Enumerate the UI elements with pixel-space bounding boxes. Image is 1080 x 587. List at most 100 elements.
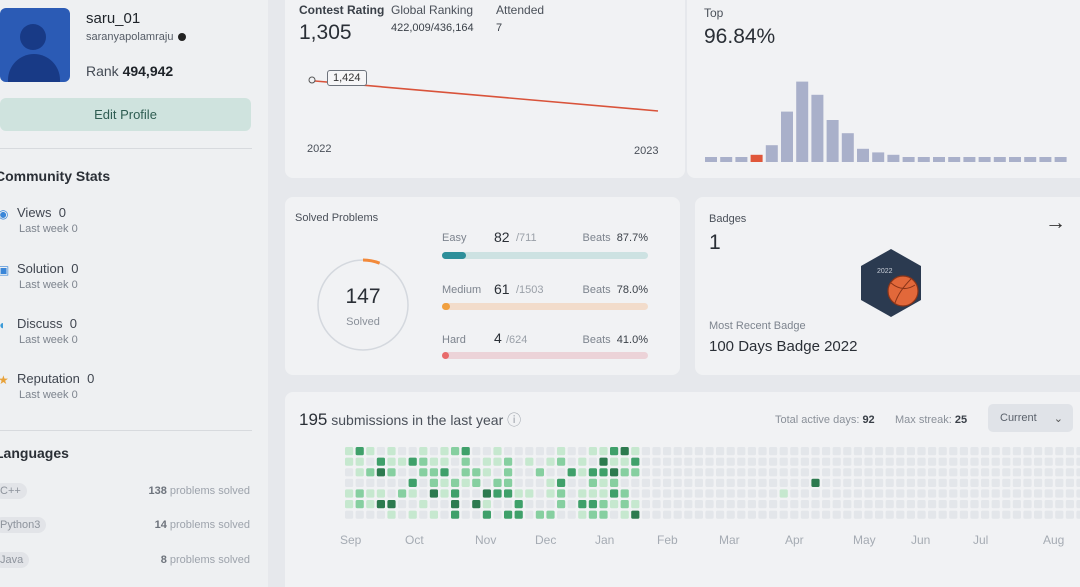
heatmap-day-cell[interactable] — [705, 478, 714, 487]
heatmap-day-cell[interactable] — [896, 500, 905, 509]
heatmap-day-cell[interactable] — [620, 510, 629, 519]
heatmap-day-cell[interactable] — [673, 510, 682, 519]
heatmap-day-cell[interactable] — [673, 500, 682, 509]
heatmap-day-cell[interactable] — [885, 489, 894, 498]
heatmap-day-cell[interactable] — [567, 489, 576, 498]
heatmap-day-cell[interactable] — [578, 489, 587, 498]
heatmap-day-cell[interactable] — [853, 478, 862, 487]
heatmap-day-cell[interactable] — [981, 489, 990, 498]
heatmap-day-cell[interactable] — [588, 447, 597, 456]
heatmap-day-cell[interactable] — [885, 478, 894, 487]
heatmap-day-cell[interactable] — [345, 447, 354, 456]
heatmap-day-cell[interactable] — [896, 510, 905, 519]
heatmap-day-cell[interactable] — [726, 457, 735, 466]
heatmap-day-cell[interactable] — [482, 500, 491, 509]
heatmap-day-cell[interactable] — [779, 447, 788, 456]
heatmap-day-cell[interactable] — [366, 457, 375, 466]
heatmap-day-cell[interactable] — [1044, 500, 1053, 509]
heatmap-day-cell[interactable] — [345, 468, 354, 477]
heatmap-day-cell[interactable] — [906, 489, 915, 498]
heatmap-day-cell[interactable] — [1012, 510, 1021, 519]
heatmap-day-cell[interactable] — [663, 468, 672, 477]
histogram-bar[interactable] — [781, 111, 793, 162]
histogram-bar[interactable] — [1024, 157, 1037, 162]
heatmap-day-cell[interactable] — [811, 510, 820, 519]
heatmap-day-cell[interactable] — [663, 510, 672, 519]
heatmap-day-cell[interactable] — [620, 500, 629, 509]
heatmap-day-cell[interactable] — [769, 489, 778, 498]
heatmap-day-cell[interactable] — [970, 457, 979, 466]
heatmap-day-cell[interactable] — [928, 468, 937, 477]
heatmap-day-cell[interactable] — [1002, 500, 1011, 509]
heatmap-day-cell[interactable] — [1044, 489, 1053, 498]
heatmap-day-cell[interactable] — [1055, 447, 1064, 456]
heatmap-day-cell[interactable] — [663, 447, 672, 456]
heatmap-day-cell[interactable] — [588, 500, 597, 509]
heatmap-day-cell[interactable] — [408, 478, 417, 487]
heatmap-day-cell[interactable] — [419, 447, 428, 456]
heatmap-day-cell[interactable] — [970, 510, 979, 519]
heatmap-day-cell[interactable] — [959, 447, 968, 456]
heatmap-day-cell[interactable] — [853, 468, 862, 477]
heatmap-day-cell[interactable] — [959, 489, 968, 498]
heatmap-day-cell[interactable] — [631, 500, 640, 509]
heatmap-day-cell[interactable] — [398, 447, 407, 456]
heatmap-day-cell[interactable] — [1065, 468, 1074, 477]
heatmap-day-cell[interactable] — [535, 447, 544, 456]
heatmap-day-cell[interactable] — [652, 510, 661, 519]
heatmap-day-cell[interactable] — [769, 457, 778, 466]
heatmap-day-cell[interactable] — [641, 510, 650, 519]
heatmap-day-cell[interactable] — [790, 447, 799, 456]
heatmap-day-cell[interactable] — [345, 510, 354, 519]
heatmap-day-cell[interactable] — [917, 500, 926, 509]
heatmap-day-cell[interactable] — [1023, 500, 1032, 509]
heatmap-day-cell[interactable] — [419, 478, 428, 487]
histogram-bar[interactable] — [917, 157, 930, 162]
heatmap-day-cell[interactable] — [1055, 489, 1064, 498]
histogram-bar[interactable] — [978, 157, 991, 162]
heatmap-day-cell[interactable] — [811, 447, 820, 456]
heatmap-day-cell[interactable] — [843, 489, 852, 498]
avatar[interactable] — [0, 8, 70, 82]
heatmap-day-cell[interactable] — [493, 500, 502, 509]
histogram-bar-current-user[interactable] — [750, 154, 763, 162]
heatmap-day-cell[interactable] — [959, 510, 968, 519]
heatmap-day-cell[interactable] — [451, 457, 460, 466]
heatmap-day-cell[interactable] — [610, 510, 619, 519]
heatmap-day-cell[interactable] — [705, 500, 714, 509]
heatmap-day-cell[interactable] — [641, 478, 650, 487]
heatmap-day-cell[interactable] — [620, 457, 629, 466]
heatmap-day-cell[interactable] — [440, 510, 449, 519]
heatmap-day-cell[interactable] — [482, 489, 491, 498]
heatmap-day-cell[interactable] — [652, 447, 661, 456]
heatmap-day-cell[interactable] — [1055, 510, 1064, 519]
heatmap-day-cell[interactable] — [949, 457, 958, 466]
heatmap-day-cell[interactable] — [747, 457, 756, 466]
heatmap-day-cell[interactable] — [747, 489, 756, 498]
heatmap-day-cell[interactable] — [726, 468, 735, 477]
heatmap-day-cell[interactable] — [493, 478, 502, 487]
heatmap-day-cell[interactable] — [790, 457, 799, 466]
heatmap-day-cell[interactable] — [578, 457, 587, 466]
heatmap-day-cell[interactable] — [885, 447, 894, 456]
heatmap-day-cell[interactable] — [408, 468, 417, 477]
heatmap-day-cell[interactable] — [546, 510, 555, 519]
heatmap-day-cell[interactable] — [875, 447, 884, 456]
heatmap-day-cell[interactable] — [822, 489, 831, 498]
heatmap-day-cell[interactable] — [461, 478, 470, 487]
heatmap-day-cell[interactable] — [928, 510, 937, 519]
info-icon[interactable]: ⓘ — [507, 412, 522, 428]
heatmap-day-cell[interactable] — [429, 457, 438, 466]
heatmap-day-cell[interactable] — [896, 478, 905, 487]
heatmap-day-cell[interactable] — [875, 457, 884, 466]
heatmap-day-cell[interactable] — [482, 447, 491, 456]
heatmap-day-cell[interactable] — [970, 468, 979, 477]
heatmap-day-cell[interactable] — [991, 510, 1000, 519]
heatmap-day-cell[interactable] — [811, 500, 820, 509]
heatmap-day-cell[interactable] — [1012, 457, 1021, 466]
heatmap-day-cell[interactable] — [875, 489, 884, 498]
histogram-bar[interactable] — [872, 152, 885, 162]
heatmap-day-cell[interactable] — [514, 510, 523, 519]
heatmap-day-cell[interactable] — [578, 478, 587, 487]
heatmap-day-cell[interactable] — [345, 500, 354, 509]
